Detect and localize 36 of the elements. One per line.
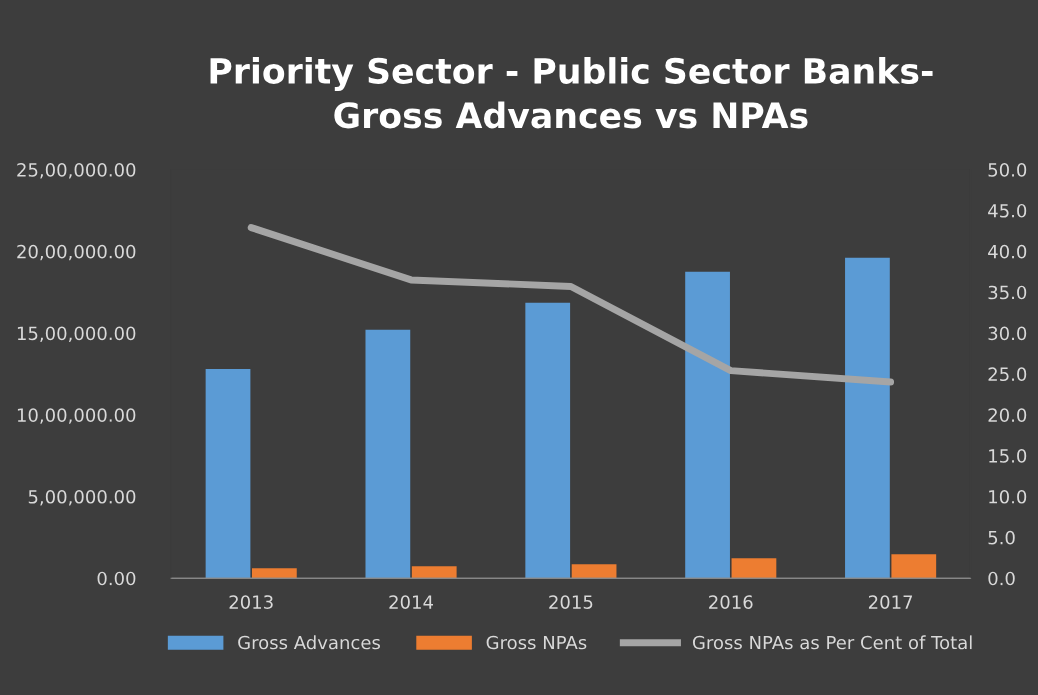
bar bbox=[205, 369, 251, 579]
y-tick-label: 15,00,000.00 bbox=[17, 326, 136, 342]
bar bbox=[685, 271, 730, 579]
legend-label: Gross NPAs as Per Cent of Total bbox=[692, 635, 972, 650]
x-tick-label: 2016 bbox=[709, 595, 753, 609]
legend-label: Gross NPAs bbox=[486, 635, 587, 650]
y2-tick-label: 0.0 bbox=[988, 571, 1015, 586]
bar bbox=[525, 302, 571, 579]
bar bbox=[365, 329, 411, 579]
y2-tick-label: 50.0 bbox=[988, 163, 1027, 177]
y2-tick-label: 5.0 bbox=[988, 530, 1015, 545]
y2-tick-label: 10.0 bbox=[989, 489, 1027, 504]
y2-tick-label: 20.0 bbox=[988, 408, 1027, 422]
y2-tick-label: 30.0 bbox=[988, 326, 1027, 341]
x-tick-label: 2013 bbox=[229, 595, 273, 609]
bar bbox=[252, 568, 297, 579]
y-tick-label: 10,00,000.00 bbox=[17, 408, 136, 424]
x-tick-label: 2015 bbox=[549, 595, 593, 609]
bar bbox=[845, 257, 890, 579]
x-tick-label: 2017 bbox=[868, 595, 913, 609]
bar bbox=[891, 554, 937, 579]
y-tick-label: 20,00,000.00 bbox=[17, 244, 136, 261]
bar bbox=[731, 558, 777, 579]
y-tick-label: 5,00,000.00 bbox=[28, 489, 136, 506]
y2-tick-label: 35.0 bbox=[988, 285, 1027, 300]
legend-label: Gross Advances bbox=[238, 635, 380, 650]
y-tick-label: 0.00 bbox=[97, 571, 136, 586]
bar bbox=[571, 564, 617, 579]
y2-tick-label: 25.0 bbox=[988, 367, 1027, 382]
bar bbox=[411, 566, 457, 579]
y2-tick-label: 15.0 bbox=[989, 449, 1027, 463]
chart-title: Priority Sector - Public Sector Banks- Gross Advances vs NPAs bbox=[210, 57, 933, 129]
x-tick-label: 2014 bbox=[389, 595, 434, 609]
y2-tick-label: 45.0 bbox=[988, 203, 1027, 218]
y-tick-label: 25,00,000.00 bbox=[17, 163, 136, 179]
y2-tick-label: 40.0 bbox=[988, 244, 1027, 259]
